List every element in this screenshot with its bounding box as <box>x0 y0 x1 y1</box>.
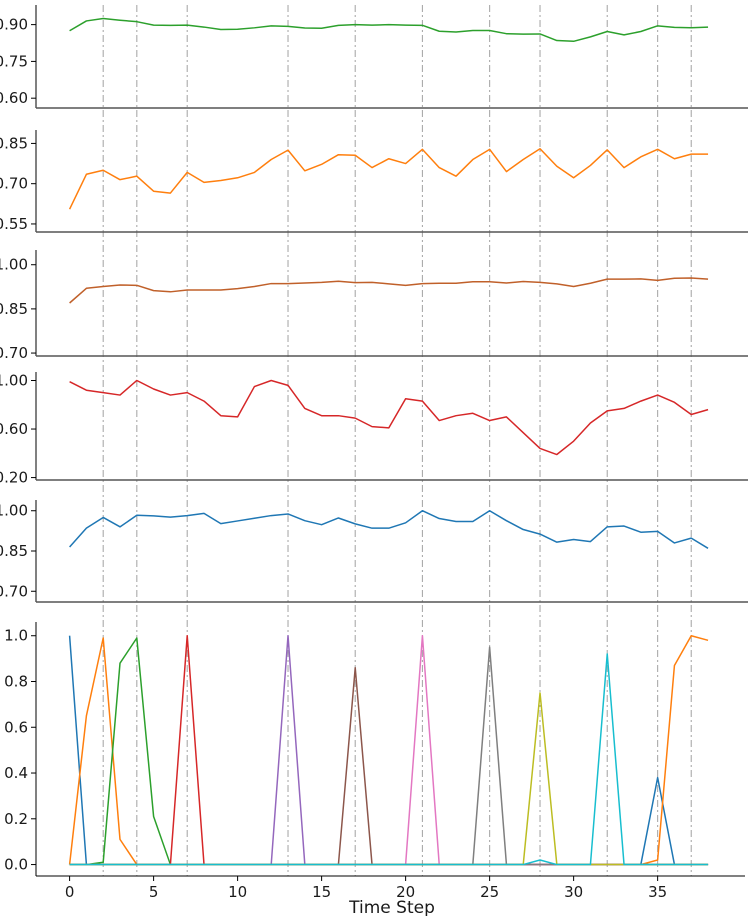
panel-5-ytick-label-1: 0.85 <box>0 542 28 560</box>
panel-3-ytick-label-2: 1.00 <box>0 256 28 274</box>
xtick-label-0: 0 <box>65 883 75 901</box>
xtick-label-2: 10 <box>228 883 247 901</box>
xtick-label-7: 35 <box>648 883 667 901</box>
panel-6-ytick-label-0: 0.0 <box>4 856 28 874</box>
panel-6-ytick-label-2: 0.4 <box>4 764 28 782</box>
xtick-label-4: 20 <box>396 883 415 901</box>
panel-4-ytick-label-2: 1.00 <box>0 371 28 389</box>
xtick-label-1: 5 <box>149 883 159 901</box>
panel-6-series-10-line <box>69 653 709 866</box>
panel-6-series-2-line <box>68 634 709 866</box>
panel-5-ytick-label-2: 1.00 <box>0 502 28 520</box>
panel-2-ytick-label-1: 0.70 <box>0 175 28 193</box>
panel-6-series-5-line <box>69 634 709 866</box>
panel-6-ytick-label-4: 0.8 <box>4 672 28 690</box>
panel-6: 0.0 0.2 0.4 0.6 0.8 1.0 0 5 10 15 20 25 30 35 <box>4 622 745 901</box>
panel-6-ytick-label-5: 1.0 <box>4 627 28 645</box>
panel-6-series-7-line <box>69 634 709 866</box>
panel-2-series-1-line <box>68 148 709 210</box>
panel-2: 0.55 0.70 0.85 <box>0 130 748 233</box>
panel-6-series-1-line <box>68 635 709 866</box>
vertical-guide-lines <box>102 5 692 876</box>
panel-1-ytick-label-2: 0.90 <box>0 16 28 34</box>
panel-1: 0.60 0.75 0.90 <box>0 5 748 109</box>
panel-4-series-1-line <box>69 379 709 456</box>
panel-5: 0.70 0.85 1.00 <box>0 500 748 603</box>
panel-4-ytick-label-0: 0.20 <box>0 469 28 487</box>
panel-1-ytick-label-0: 0.60 <box>0 89 28 107</box>
panel-3: 0.70 0.85 1.00 <box>0 250 748 362</box>
panel-4: 0.20 0.60 1.00 <box>0 371 748 487</box>
xtick-label-3: 15 <box>312 883 331 901</box>
panel-6-ytick-label-3: 0.6 <box>4 718 28 736</box>
panel-6-series-6-line <box>69 667 709 866</box>
panel-1-series-1-line <box>69 17 709 43</box>
xtick-label-5: 25 <box>480 883 499 901</box>
panel-6-ytick-label-1: 0.2 <box>4 810 28 828</box>
panel-2-ytick-label-2: 0.85 <box>0 134 28 152</box>
panel-1-ytick-label-1: 0.75 <box>0 52 28 70</box>
panel-4-ytick-label-1: 0.60 <box>0 420 28 438</box>
panel-3-ytick-label-0: 0.70 <box>0 344 28 362</box>
panel-6-series-8-line <box>69 646 709 866</box>
panel-5-ytick-label-0: 0.70 <box>0 582 28 600</box>
panel-3-series-1-line <box>69 277 709 304</box>
panel-2-ytick-label-0: 0.55 <box>0 215 28 233</box>
panels: 0.600.750.900.550.700.850.700.851.000.20… <box>0 5 748 901</box>
x-axis-label: Time Step <box>348 898 435 916</box>
panel-3-ytick-label-1: 0.85 <box>0 300 28 318</box>
panel-6-series-4-line <box>69 634 709 866</box>
xtick-label-6: 30 <box>564 883 583 901</box>
panel-5-series-1-line <box>69 509 709 549</box>
panel-6-series-3-line <box>69 637 709 866</box>
